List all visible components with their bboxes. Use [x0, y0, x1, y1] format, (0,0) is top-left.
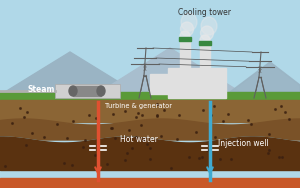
- Bar: [0, 178, 300, 188]
- Text: Steam: Steam: [28, 86, 56, 95]
- Ellipse shape: [181, 13, 197, 31]
- Ellipse shape: [200, 26, 214, 40]
- Ellipse shape: [201, 17, 217, 35]
- Bar: [0, 92, 300, 102]
- Ellipse shape: [200, 35, 210, 45]
- Bar: [199, 41, 211, 45]
- Bar: [168, 68, 226, 98]
- Polygon shape: [0, 137, 300, 156]
- Bar: [0, 0, 300, 100]
- Ellipse shape: [97, 86, 105, 96]
- Bar: [0, 100, 300, 122]
- Bar: [150, 74, 172, 94]
- Text: Hot water: Hot water: [120, 136, 158, 145]
- Polygon shape: [0, 52, 145, 92]
- Bar: [55, 84, 120, 98]
- Ellipse shape: [180, 31, 190, 41]
- Bar: [179, 37, 191, 41]
- Ellipse shape: [181, 22, 194, 36]
- Text: Turbine & generator: Turbine & generator: [105, 103, 172, 109]
- Text: Injection well: Injection well: [218, 139, 269, 148]
- Bar: [180, 40, 190, 68]
- Polygon shape: [100, 48, 240, 92]
- Bar: [200, 44, 210, 68]
- Polygon shape: [0, 119, 300, 140]
- Polygon shape: [230, 62, 300, 92]
- Text: Cooling tower: Cooling tower: [178, 8, 232, 17]
- Bar: [73, 86, 101, 96]
- Bar: [0, 152, 300, 170]
- Polygon shape: [0, 137, 300, 170]
- Ellipse shape: [69, 86, 77, 96]
